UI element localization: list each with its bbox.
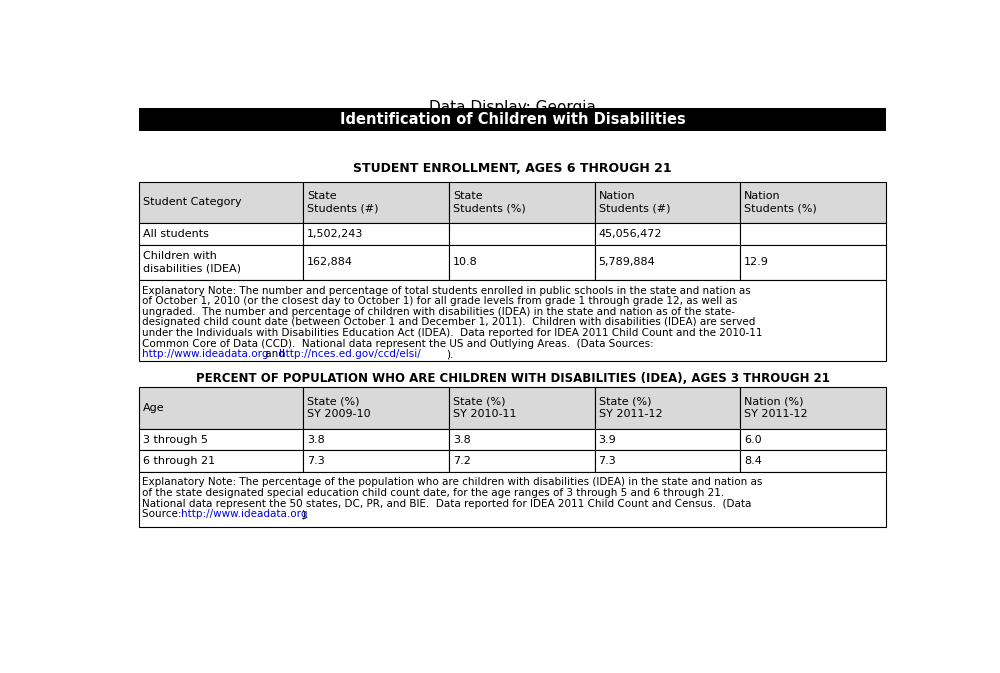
Bar	[740, 387, 886, 429]
Text: 12.9: 12.9	[744, 258, 769, 267]
Text: State (%)
SY 2009-10: State (%) SY 2009-10	[307, 396, 371, 419]
Text: Student Category: Student Category	[143, 197, 241, 207]
Bar	[449, 429, 595, 450]
Bar	[449, 387, 595, 429]
Bar	[740, 245, 886, 280]
Text: 3.9: 3.9	[599, 435, 616, 445]
Bar	[449, 223, 595, 245]
Text: ).: ).	[446, 349, 453, 359]
Text: 6.0: 6.0	[744, 435, 762, 445]
Text: 3.8: 3.8	[453, 435, 471, 445]
Bar	[595, 245, 740, 280]
Text: State
Students (%): State Students (%)	[453, 191, 526, 214]
Bar	[303, 450, 449, 472]
Text: ungraded.  The number and percentage of children with disabilities (IDEA) in the: ungraded. The number and percentage of c…	[142, 307, 735, 317]
Bar	[139, 472, 886, 528]
Text: 8.4: 8.4	[744, 456, 762, 466]
Bar	[595, 450, 740, 472]
Bar	[139, 182, 303, 223]
Text: http://nces.ed.gov/ccd/elsi/: http://nces.ed.gov/ccd/elsi/	[279, 349, 421, 359]
Text: State (%)
SY 2011-12: State (%) SY 2011-12	[599, 396, 662, 419]
Text: Nation
Students (%): Nation Students (%)	[744, 191, 817, 214]
Text: 7.3: 7.3	[599, 456, 616, 466]
Text: Source:: Source:	[142, 509, 185, 519]
Text: All students: All students	[143, 229, 209, 239]
Text: State (%)
SY 2010-11: State (%) SY 2010-11	[453, 396, 516, 419]
Text: 162,884: 162,884	[307, 258, 353, 267]
Text: 45,056,472: 45,056,472	[599, 229, 662, 239]
Bar	[139, 387, 303, 429]
Text: 10.8: 10.8	[453, 258, 478, 267]
Text: Identification of Children with Disabilities: Identification of Children with Disabili…	[340, 112, 685, 127]
Text: 3 through 5: 3 through 5	[143, 435, 208, 445]
Text: under the Individuals with Disabilities Education Act (IDEA).  Data reported for: under the Individuals with Disabilities …	[142, 328, 763, 338]
Bar	[595, 429, 740, 450]
Text: Nation
Students (#): Nation Students (#)	[599, 191, 670, 214]
Bar	[303, 223, 449, 245]
Text: Explanatory Note: The percentage of the population who are children with disabil: Explanatory Note: The percentage of the …	[142, 477, 762, 487]
Text: http://www.ideadata.org: http://www.ideadata.org	[181, 509, 307, 519]
Text: 1,502,243: 1,502,243	[307, 229, 364, 239]
Bar	[740, 429, 886, 450]
Text: designated child count date (between October 1 and December 1, 2011).  Children : designated child count date (between Oct…	[142, 318, 755, 328]
Bar	[595, 387, 740, 429]
Bar	[740, 223, 886, 245]
Text: 6 through 21: 6 through 21	[143, 456, 215, 466]
Bar	[303, 245, 449, 280]
Text: State
Students (#): State Students (#)	[307, 191, 379, 214]
Text: ).: ).	[301, 509, 308, 519]
Text: 7.2: 7.2	[453, 456, 471, 466]
Text: Data Display: Georgia: Data Display: Georgia	[429, 100, 596, 115]
Bar	[303, 387, 449, 429]
Bar	[139, 223, 303, 245]
Text: 3.8: 3.8	[307, 435, 325, 445]
Bar	[139, 429, 303, 450]
Bar	[449, 245, 595, 280]
Bar	[303, 182, 449, 223]
Text: 7.3: 7.3	[307, 456, 325, 466]
Text: STUDENT ENROLLMENT, AGES 6 THROUGH 21: STUDENT ENROLLMENT, AGES 6 THROUGH 21	[353, 162, 672, 174]
Text: http://www.ideadata.org: http://www.ideadata.org	[142, 349, 269, 359]
Bar	[139, 450, 303, 472]
Text: PERCENT OF POPULATION WHO ARE CHILDREN WITH DISABILITIES (IDEA), AGES 3 THROUGH : PERCENT OF POPULATION WHO ARE CHILDREN W…	[196, 371, 829, 385]
Bar	[449, 450, 595, 472]
Text: and: and	[262, 349, 288, 359]
Text: of the state designated special education child count date, for the age ranges o: of the state designated special educatio…	[142, 488, 724, 498]
Text: of October 1, 2010 (or the closest day to October 1) for all grade levels from g: of October 1, 2010 (or the closest day t…	[142, 296, 737, 306]
Bar	[595, 182, 740, 223]
Text: National data represent the 50 states, DC, PR, and BIE.  Data reported for IDEA : National data represent the 50 states, D…	[142, 499, 751, 509]
Bar	[139, 280, 886, 361]
Text: 5,789,884: 5,789,884	[599, 258, 655, 267]
Bar	[740, 182, 886, 223]
Text: Common Core of Data (CCD).  National data represent the US and Outlying Areas.  : Common Core of Data (CCD). National data…	[142, 339, 654, 349]
Bar	[449, 182, 595, 223]
Bar	[303, 429, 449, 450]
Bar	[139, 108, 886, 131]
Bar	[139, 245, 303, 280]
Text: Explanatory Note: The number and percentage of total students enrolled in public: Explanatory Note: The number and percent…	[142, 285, 751, 295]
Text: Age: Age	[143, 403, 164, 413]
Text: Nation (%)
SY 2011-12: Nation (%) SY 2011-12	[744, 396, 808, 419]
Bar	[595, 223, 740, 245]
Text: Children with
disabilities (IDEA): Children with disabilities (IDEA)	[143, 251, 241, 274]
Bar	[740, 450, 886, 472]
